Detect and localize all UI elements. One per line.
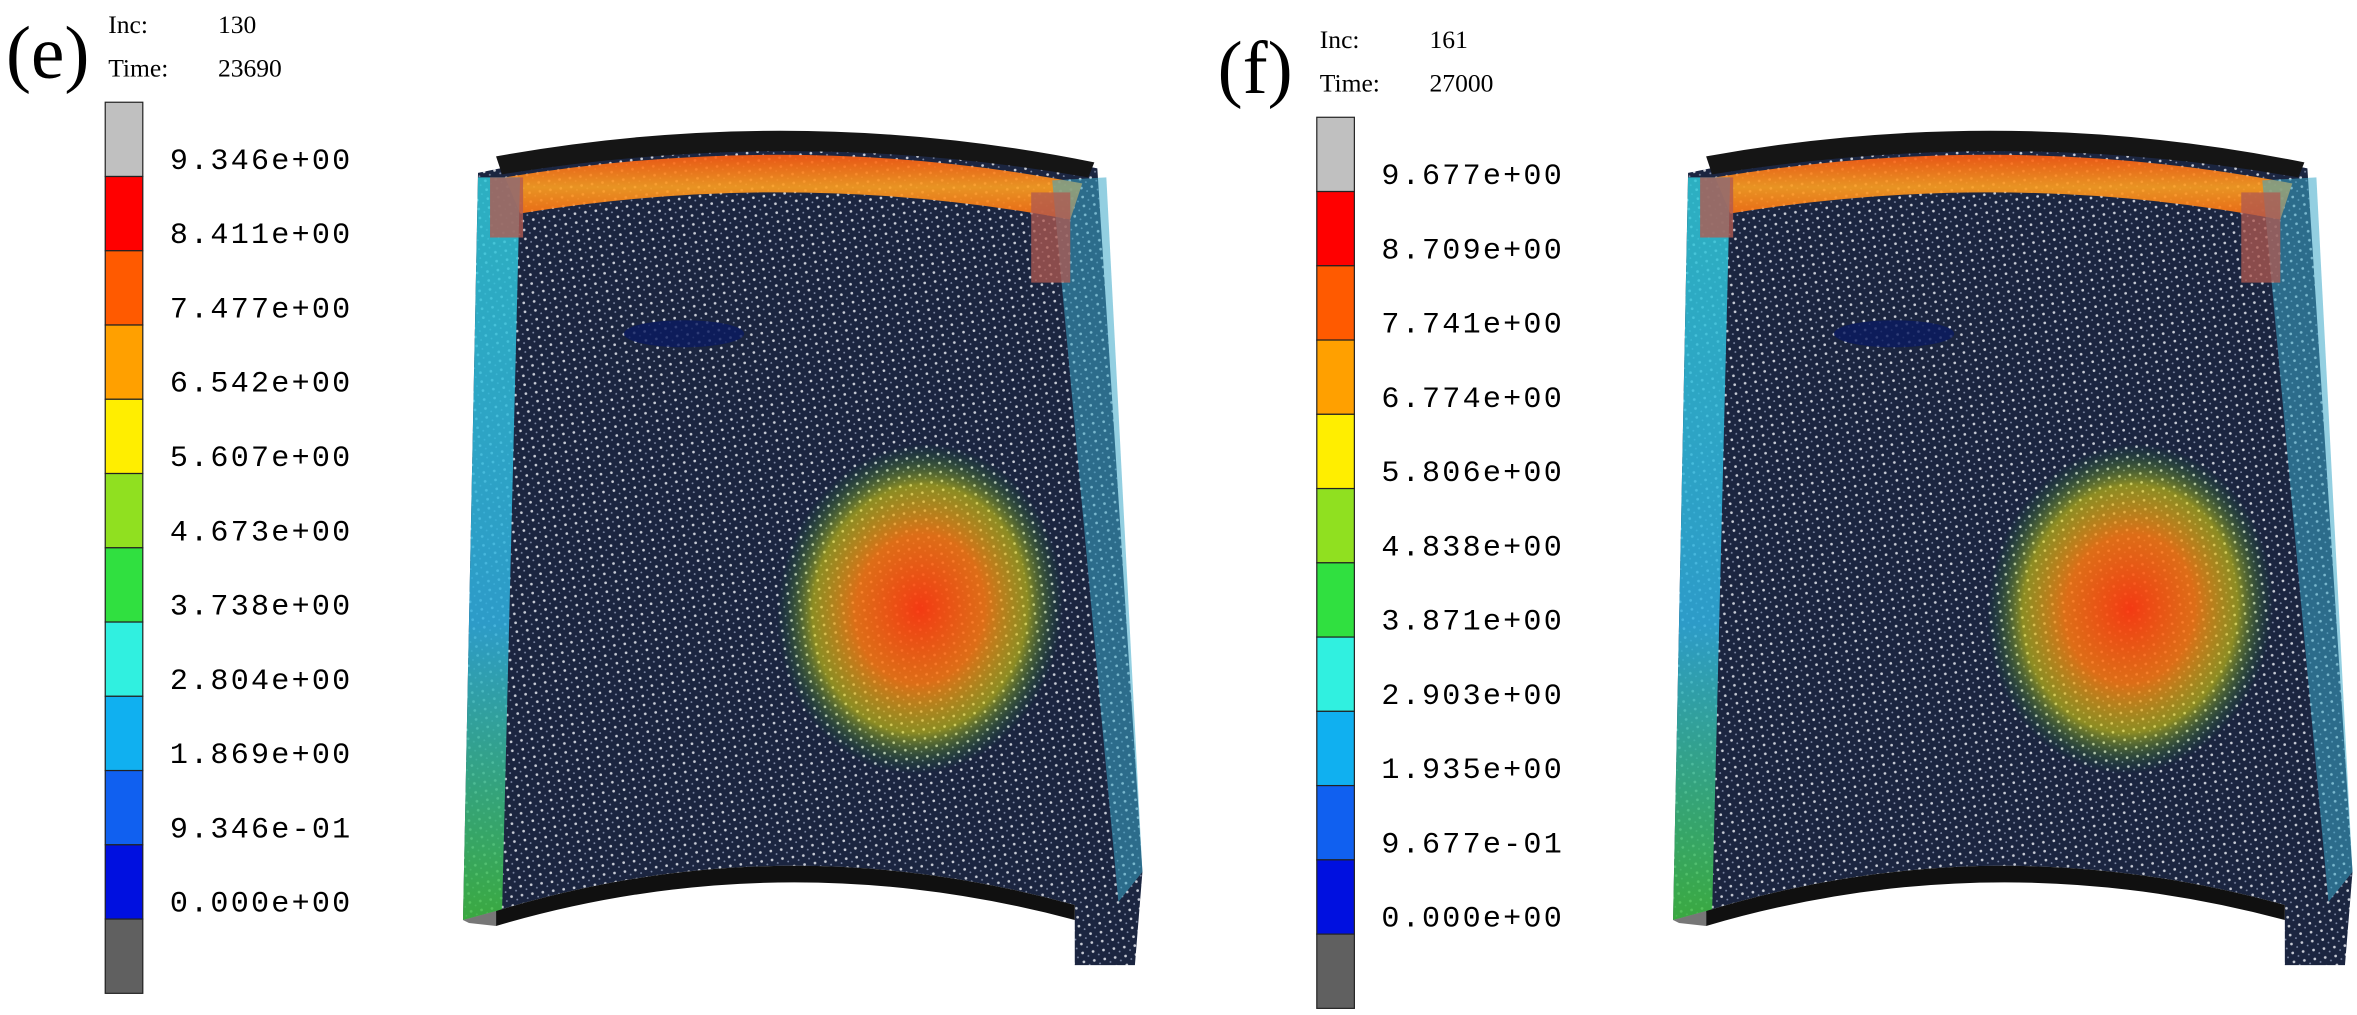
- colorbar-swatch: [1316, 339, 1355, 415]
- colorbar-swatch: [1316, 636, 1355, 712]
- legend-label: 0.000e+00: [170, 888, 353, 922]
- colorbar-swatch: [1316, 487, 1355, 564]
- time-label: Time:: [1320, 69, 1380, 98]
- inc-label: Inc:: [1320, 25, 1360, 54]
- colorbar-swatch: [104, 472, 144, 549]
- legend-label: 1.869e+00: [170, 739, 353, 773]
- colorbar-swatch: [1316, 116, 1355, 193]
- legend-label: 6.774e+00: [1381, 383, 1564, 417]
- colorbar-swatch: [1316, 710, 1355, 787]
- colorbar-swatch: [1316, 190, 1355, 267]
- legend-label: 9.346e-01: [170, 813, 353, 847]
- time-label: Time:: [108, 54, 168, 83]
- colorbar-swatch: [104, 844, 144, 920]
- legend-label: 7.477e+00: [170, 293, 353, 327]
- panel-label: (e): [6, 12, 89, 95]
- legend-label: 9.677e-01: [1381, 828, 1564, 862]
- colorbar-swatch: [104, 918, 144, 994]
- simulation-image: [1673, 130, 2353, 966]
- legend-label: 4.673e+00: [170, 516, 353, 550]
- colorbar-swatch: [104, 175, 144, 252]
- legend-label: 1.935e+00: [1381, 754, 1564, 788]
- colorbar-swatch: [1316, 933, 1355, 1009]
- legend-label: 8.709e+00: [1381, 234, 1564, 268]
- panel-label: (f): [1218, 27, 1293, 110]
- legend-label: 2.804e+00: [170, 665, 353, 699]
- colorbar-swatch: [1316, 413, 1355, 490]
- legend-label: 0.000e+00: [1381, 903, 1564, 937]
- colorbar-swatch: [104, 769, 144, 846]
- legend-label: 4.838e+00: [1381, 531, 1564, 565]
- legend-label: 2.903e+00: [1381, 680, 1564, 714]
- legend-label: 3.871e+00: [1381, 606, 1564, 640]
- legend-label: 5.607e+00: [170, 442, 353, 476]
- legend-label: 9.677e+00: [1381, 160, 1564, 194]
- time-value: 23690: [218, 54, 282, 83]
- colorbar-swatch: [1316, 784, 1355, 861]
- inc-value: 130: [218, 10, 256, 39]
- simulation-image: [462, 130, 1143, 966]
- legend-label: 9.346e+00: [170, 145, 353, 179]
- colorbar-swatch: [1316, 859, 1355, 935]
- colorbar-swatch: [104, 398, 144, 475]
- colorbar-swatch: [104, 101, 144, 178]
- inc-value: 161: [1430, 25, 1468, 54]
- legend-label: 3.738e+00: [170, 591, 353, 625]
- colorbar-swatch: [104, 250, 144, 326]
- colorbar-swatch: [1316, 562, 1355, 638]
- colorbar-swatch: [104, 695, 144, 772]
- inc-label: Inc:: [108, 10, 148, 39]
- colorbar-swatch: [104, 621, 144, 697]
- legend-label: 7.741e+00: [1381, 309, 1564, 343]
- legend-label: 8.411e+00: [170, 219, 353, 253]
- legend-label: 5.806e+00: [1381, 457, 1564, 491]
- legend-label: 6.542e+00: [170, 368, 353, 402]
- colorbar-swatch: [1316, 265, 1355, 341]
- colorbar-swatch: [104, 547, 144, 623]
- time-value: 27000: [1430, 69, 1494, 98]
- colorbar-swatch: [104, 324, 144, 400]
